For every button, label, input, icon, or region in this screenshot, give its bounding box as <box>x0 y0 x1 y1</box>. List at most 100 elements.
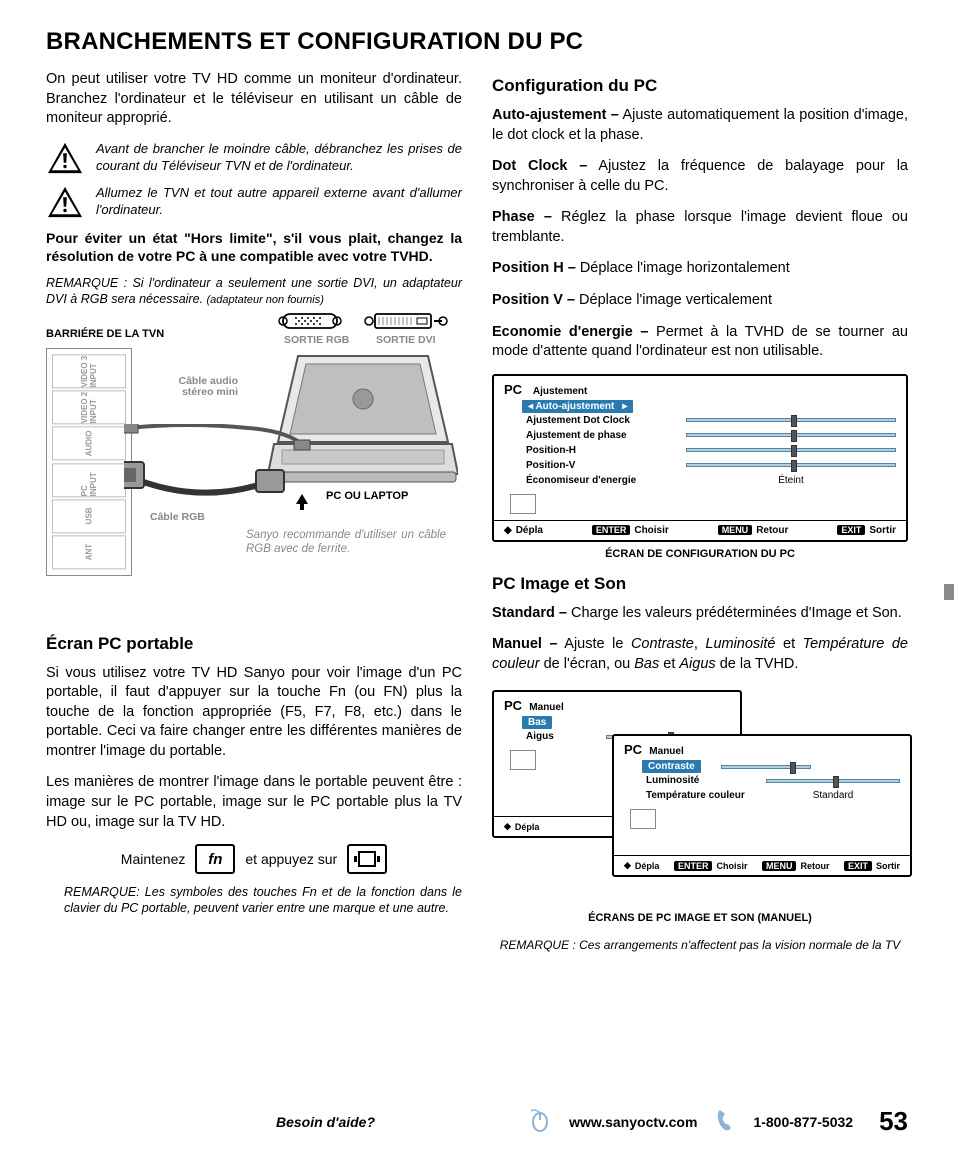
economie-energie: Economie d'energie – Permet à la TVHD de… <box>492 323 908 362</box>
osd-config-screenshot: PC Ajustement ◂ Auto-ajustement▸ Ajustem… <box>492 374 908 542</box>
display-toggle-key <box>347 844 387 874</box>
intro-paragraph: On peut utiliser votre TV HD comme un mo… <box>46 70 462 129</box>
tv-ports: VIDEO 3 INPUT VIDEO 2 INPUT AUDIO PC INP… <box>46 348 132 576</box>
dvi-remarque: REMARQUE : Si l'ordinateur a seulement u… <box>46 275 462 308</box>
fn-remarque: REMARQUE: Les symboles des touches Fn et… <box>46 884 462 917</box>
page-footer: Besoin d'aide? www.sanyoctv.com 1-800-87… <box>46 1106 908 1137</box>
osd-sortir: Sortir <box>869 525 896 536</box>
fn-remarque-lead: REMARQUE <box>64 885 136 899</box>
eco-label: Economie d'energie – <box>492 324 648 340</box>
osd-r4-lbl: Position-V <box>526 460 676 471</box>
sanyo-ferrite-note: Sanyo recommande d'utiliser un câble RGB… <box>246 528 446 557</box>
osd-b-menu: MENU <box>762 861 797 871</box>
arrow-up-icon <box>296 494 308 510</box>
bottom-remarque-lead: REMARQUE <box>500 938 569 952</box>
mouse-icon <box>529 1108 551 1135</box>
ecran-p1: Si vous utilisez votre TV HD Sanyo pour … <box>46 664 462 762</box>
phase-text: Réglez la phase lorsque l'image devient … <box>492 209 908 245</box>
cable-audio-label: Câble audio stéreo mini <box>168 376 238 399</box>
posv-label: Position V – <box>492 292 575 308</box>
content-columns: On peut utiliser votre TV HD comme un mo… <box>46 70 908 966</box>
osd-img-caption: ÉCRANS DE PC IMAGE ET SON (MANUEL) <box>492 912 908 924</box>
footer-site: www.sanyoctv.com <box>569 1114 697 1130</box>
osd-row-phase: Ajustement de phase <box>504 428 896 443</box>
port-ant: ANT <box>52 535 126 569</box>
right-column: Configuration du PC Auto-ajustement – Aj… <box>492 70 908 966</box>
posh-label: Position H – <box>492 260 576 276</box>
osd-image-screenshot: PC Manuel Contraste Luminosité Températu… <box>612 734 912 877</box>
mini-tv-icon <box>510 494 536 514</box>
fn-key: fn <box>195 844 235 874</box>
std-text: Charge les valeurs prédéterminées d'Imag… <box>567 605 902 621</box>
bottom-remarque: REMARQUE : Ces arrangements n'affectent … <box>492 938 908 954</box>
config-pc-heading: Configuration du PC <box>492 76 908 96</box>
port-video2: VIDEO 2 INPUT <box>52 390 126 424</box>
phone-icon <box>715 1108 735 1135</box>
remarque-lead: REMARQUE <box>46 276 118 290</box>
osd-sub: Ajustement <box>533 386 587 397</box>
osd-b-sub: Manuel <box>649 746 683 757</box>
warning-1-text: Avant de brancher le moindre câble, débr… <box>96 141 462 175</box>
warning-2: Allumez le TVN et tout autre appareil ex… <box>46 185 462 219</box>
osd-a-depla: Dépla <box>515 822 540 832</box>
warning-triangle-icon <box>46 185 84 219</box>
display-toggle-icon <box>353 850 381 868</box>
position-h: Position H – Déplace l'image horizontale… <box>492 259 908 279</box>
osd-b-depla: Dépla <box>635 861 660 871</box>
man-i2: Luminosité <box>705 636 775 652</box>
fn-key-instruction: Maintenez fn et appuyez sur <box>46 844 462 874</box>
cable-rgb-label: Câble RGB <box>150 512 205 524</box>
port-audio: AUDIO <box>52 426 126 460</box>
osd-b-choisir: Choisir <box>716 861 747 871</box>
bottom-remarque-body: : Ces arrangements n'affectent pas la vi… <box>569 938 900 952</box>
osd-b-retour: Retour <box>800 861 829 871</box>
osd-r1-lbl: Ajustement Dot Clock <box>526 415 676 426</box>
ecran-pc-heading: Écran PC portable <box>46 634 462 654</box>
osd-exit-btn: EXIT <box>837 525 865 535</box>
osd-b-row2: Luminosité <box>624 773 900 788</box>
osd-choisir: Choisir <box>634 525 668 536</box>
osd-depla: Dépla <box>516 525 543 536</box>
osd-b-enter: ENTER <box>674 861 713 871</box>
page-side-tab <box>944 584 954 600</box>
sortie-dvi-label: SORTIE DVI <box>376 334 436 346</box>
warning-1: Avant de brancher le moindre câble, débr… <box>46 141 462 175</box>
osd-a-pc: PC <box>504 698 522 713</box>
osd-r3-lbl: Position-H <box>526 445 676 456</box>
man-a: Ajuste le <box>558 636 631 652</box>
osd-image-son-screenshots: PC Manuel Bas Aigus ◆Dépla ENTERChoisir … <box>492 686 908 906</box>
osd-row-posh: Position-H <box>504 443 896 458</box>
osd-config-caption: ÉCRAN DE CONFIGURATION DU PC <box>492 548 908 560</box>
port-usb: USB <box>52 499 126 533</box>
osd-enter-btn: ENTER <box>592 525 631 535</box>
osd-b-row3: Température couleurStandard <box>624 788 900 803</box>
warning-2-text: Allumez le TVN et tout autre appareil ex… <box>96 185 462 219</box>
osd-b-footer: ◆Dépla ENTERChoisir MENURetour EXITSorti… <box>614 855 910 875</box>
dot-clock: Dot Clock – Ajustez la fréquence de bala… <box>492 157 908 196</box>
osd-b-sortir: Sortir <box>876 861 900 871</box>
osd-r2-lbl: Ajustement de phase <box>526 430 676 441</box>
man-i1: Contraste <box>631 636 694 652</box>
man-i4: Bas <box>634 656 659 672</box>
vga-connector-icon <box>278 310 342 332</box>
warning-triangle-icon <box>46 141 84 175</box>
man-b: , <box>694 636 706 652</box>
page-number: 53 <box>879 1106 908 1137</box>
pc-laptop-label: PC OU LAPTOP <box>326 490 408 502</box>
cables-icon <box>124 424 324 524</box>
osd-r5-val: Éteint <box>686 475 896 486</box>
standard-mode: Standard – Charge les valeurs prédétermi… <box>492 604 908 624</box>
manuel-mode: Manuel – Ajuste le Contraste, Luminosité… <box>492 635 908 674</box>
osd-a-r1: Bas <box>528 717 546 728</box>
osd-b-hl: Contraste <box>642 760 701 773</box>
position-v: Position V – Déplace l'image verticaleme… <box>492 291 908 311</box>
barriere-label: BARRIÉRE DE LA TVN <box>46 328 164 340</box>
pc-image-son-heading: PC Image et Son <box>492 574 908 594</box>
osd-b-pc: PC <box>624 742 642 757</box>
osd-b-exit: EXIT <box>844 861 872 871</box>
osd-footer: ◆Dépla ENTERChoisir MENURetour EXITSorti… <box>494 520 906 540</box>
mini-tv-icon <box>630 809 656 829</box>
dvi-connector-icon <box>364 310 448 332</box>
ecran-p2: Les manières de montrer l'image dans le … <box>46 773 462 832</box>
posv-text: Déplace l'image verticalement <box>575 292 772 308</box>
